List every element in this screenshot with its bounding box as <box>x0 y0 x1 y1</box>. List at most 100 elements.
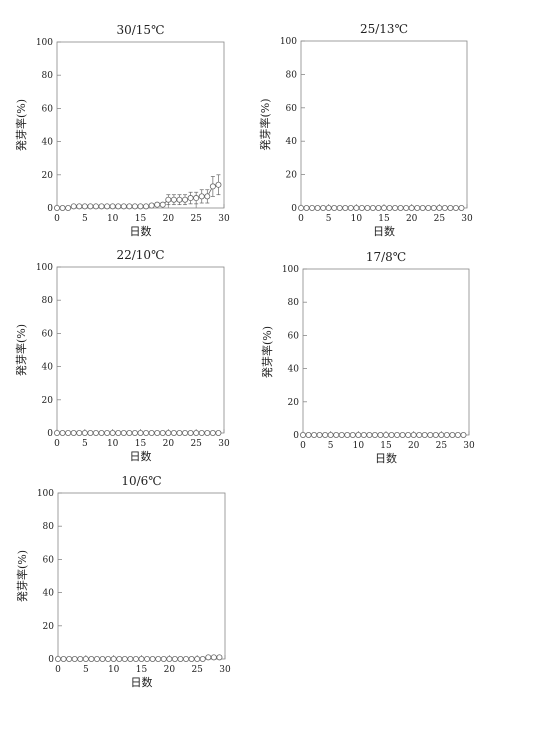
data-point <box>375 204 382 211</box>
data-point <box>126 203 133 210</box>
data-point <box>176 196 183 203</box>
data-point <box>432 431 439 438</box>
y-tick-label: 60 <box>43 555 55 565</box>
data-point <box>403 204 410 211</box>
data-point <box>204 429 211 436</box>
y-axis-label: 発芽率(%) <box>15 550 29 602</box>
data-point <box>194 656 201 663</box>
data-point <box>371 431 378 438</box>
panel-title: 22/10℃ <box>116 248 164 262</box>
data-point <box>198 429 205 436</box>
data-point <box>327 431 334 438</box>
data-point <box>408 204 415 211</box>
y-tick-label: 20 <box>43 622 55 632</box>
data-point <box>199 656 206 663</box>
y-tick-label: 20 <box>42 171 54 181</box>
data-point <box>155 656 162 663</box>
data-point <box>366 431 373 438</box>
data-point <box>92 203 99 210</box>
data-point <box>132 656 139 663</box>
data-point <box>149 656 156 663</box>
data-point <box>143 429 150 436</box>
data-point <box>309 204 316 211</box>
x-tick-label: 0 <box>54 439 60 449</box>
y-tick-label: 40 <box>286 137 298 147</box>
data-point <box>399 431 406 438</box>
x-tick-label: 15 <box>380 441 392 451</box>
y-axis-label: 発芽率(%) <box>258 98 272 150</box>
x-axis-label: 日数 <box>375 452 397 465</box>
data-point <box>131 203 138 210</box>
data-point <box>338 431 345 438</box>
data-point <box>297 204 304 211</box>
data-point <box>436 204 443 211</box>
y-tick-label: 0 <box>47 429 53 439</box>
plot-frame <box>302 268 470 436</box>
y-tick-label: 60 <box>286 104 298 114</box>
data-point <box>109 203 116 210</box>
data-point <box>126 429 133 436</box>
data-point <box>303 204 310 211</box>
data-point <box>99 656 106 663</box>
data-point <box>193 195 200 202</box>
data-point <box>188 656 195 663</box>
data-point <box>187 195 194 202</box>
y-tick-label: 80 <box>288 298 300 308</box>
y-tick-label: 40 <box>42 363 54 373</box>
data-point <box>55 656 62 663</box>
data-point <box>65 204 72 211</box>
data-point <box>452 204 459 211</box>
data-point <box>170 196 177 203</box>
data-point <box>148 429 155 436</box>
y-tick-label: 80 <box>42 296 54 306</box>
data-point <box>105 656 112 663</box>
x-tick-label: 20 <box>163 439 175 449</box>
data-point <box>59 429 66 436</box>
data-point <box>355 431 362 438</box>
data-point <box>405 431 412 438</box>
data-point <box>154 429 161 436</box>
x-tick-label: 20 <box>164 665 176 675</box>
plot-frame <box>56 266 225 434</box>
data-point <box>392 204 399 211</box>
data-point <box>54 429 61 436</box>
data-point <box>165 429 172 436</box>
data-point <box>171 656 178 663</box>
x-tick-label: 20 <box>408 441 420 451</box>
x-tick-label: 15 <box>135 439 147 449</box>
x-tick-label: 15 <box>136 665 148 675</box>
y-tick-label: 0 <box>293 431 299 441</box>
x-tick-label: 20 <box>406 214 418 224</box>
y-tick-label: 0 <box>291 204 297 214</box>
y-tick-label: 0 <box>48 655 54 665</box>
x-axis-label: 日数 <box>131 676 153 689</box>
data-point <box>419 204 426 211</box>
x-tick-label: 25 <box>436 441 448 451</box>
x-tick-label: 30 <box>218 214 230 224</box>
data-point <box>65 429 72 436</box>
x-tick-label: 10 <box>107 439 119 449</box>
y-tick-label: 80 <box>286 70 298 80</box>
data-point <box>358 204 365 211</box>
data-point <box>305 431 312 438</box>
data-point <box>76 429 83 436</box>
data-point <box>66 656 73 663</box>
data-point <box>360 431 367 438</box>
data-point <box>430 204 437 211</box>
y-tick-label: 60 <box>42 104 54 114</box>
panel-title: 10/6℃ <box>121 474 161 488</box>
x-tick-label: 25 <box>191 665 203 675</box>
data-point <box>127 656 134 663</box>
data-point <box>441 204 448 211</box>
data-point <box>59 204 66 211</box>
data-point <box>88 656 95 663</box>
data-point <box>177 656 184 663</box>
x-tick-label: 10 <box>353 441 365 451</box>
x-tick-label: 5 <box>82 439 88 449</box>
chart-panel-2: 25/13℃ 0 20 40 60 80 100 0 5 10 15 20 25 30 日数 発芽率(%) <box>258 22 473 238</box>
panel-title: 30/15℃ <box>116 23 164 37</box>
data-point <box>386 204 393 211</box>
y-axis-label: 発芽率(%) <box>260 326 274 378</box>
y-tick-label: 60 <box>42 329 54 339</box>
